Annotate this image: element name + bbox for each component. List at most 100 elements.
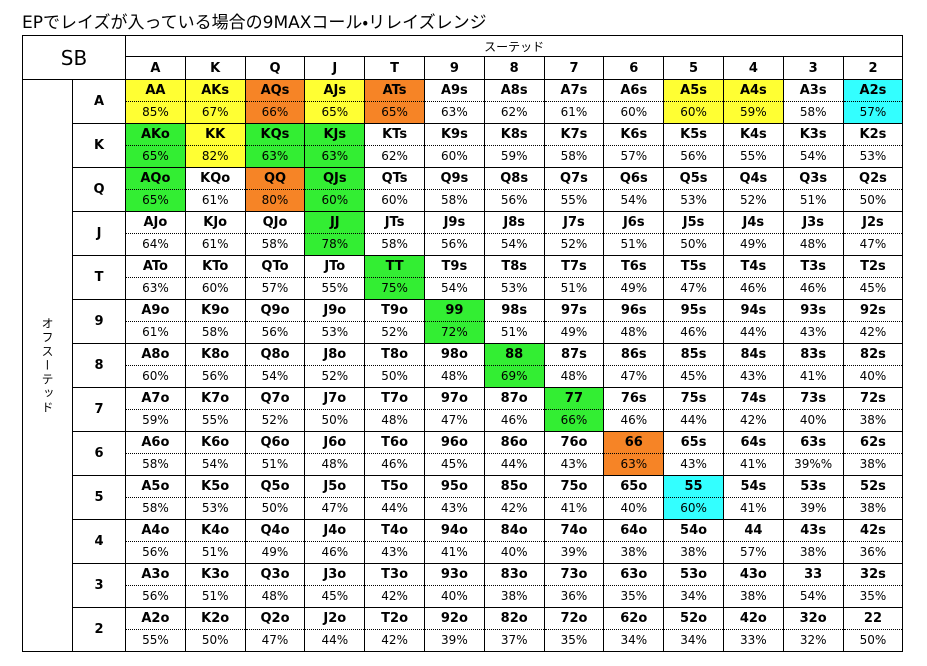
hand-name: 55 (664, 476, 723, 498)
hand-percent: 53% (201, 501, 229, 515)
column-header: 6 (603, 56, 665, 80)
hand-cell: 86s 47% (603, 343, 665, 388)
hand-percent: 85% (142, 105, 169, 119)
column-header: T (364, 56, 425, 80)
hand-name: Q9o (245, 300, 305, 322)
hand-name: J4s (723, 212, 783, 234)
hand-cell: 66 63% (603, 431, 665, 476)
hand-cell: Q8o 54% (244, 343, 306, 388)
hand-cell: K8s 59% (483, 123, 545, 168)
hand-cell: 97o 47% (423, 387, 485, 432)
hand-percent: 42% (381, 589, 408, 603)
hand-name: 92o (424, 608, 484, 630)
hand-name: 74o (544, 520, 604, 542)
hand-percent: 60% (142, 369, 169, 383)
hand-percent: 44% (500, 457, 528, 471)
hand-percent: 54% (799, 149, 827, 163)
hand-percent: 56% (680, 149, 707, 163)
hand-cell: T4s 46% (722, 255, 784, 300)
hand-percent: 50% (381, 369, 408, 383)
hand-name: 73s (783, 388, 843, 410)
hand-percent: 56% (500, 193, 528, 207)
hand-cell: J3s 48% (782, 211, 844, 256)
hand-cell: T5s 47% (663, 255, 724, 300)
hand-cell: K8o 56% (184, 343, 246, 388)
hand-name: K7s (544, 124, 604, 146)
hand-cell: 72s 38% (842, 387, 904, 432)
hand-cell: Q4s 52% (722, 167, 784, 212)
hand-cell: 86o 44% (483, 431, 545, 476)
hand-cell: 52s 38% (842, 475, 904, 520)
hand-cell: JJ 78% (304, 211, 366, 256)
hand-percent: 48% (620, 325, 648, 339)
hand-name: A5o (126, 476, 185, 498)
hand-cell: K4s 55% (722, 123, 784, 168)
hand-cell: J5o 47% (304, 475, 366, 520)
hand-cell: Q4o 49% (244, 519, 306, 564)
hand-percent: 55% (201, 413, 229, 427)
column-header: 9 (423, 56, 485, 80)
hand-cell: Q2o 47% (244, 607, 306, 652)
hand-name: Q8o (245, 344, 305, 366)
hand-name: J5o (305, 476, 365, 498)
hand-name: 64o (604, 520, 664, 542)
hand-cell: 63s 39%% (782, 431, 844, 476)
hand-percent: 59% (142, 413, 169, 427)
row-header: A (72, 79, 126, 124)
hand-name: Q5s (664, 168, 723, 190)
hand-name: Q2s (843, 168, 903, 190)
hand-name: J8s (484, 212, 544, 234)
column-group-label: スーテッド (124, 35, 904, 57)
hand-cell: JTs 58% (364, 211, 425, 256)
hand-cell: 77 66% (543, 387, 605, 432)
hand-cell: Q9o 56% (244, 299, 306, 344)
hand-name: K4s (723, 124, 783, 146)
hand-name: K8s (484, 124, 544, 146)
hand-percent: 46% (500, 413, 528, 427)
hand-percent: 46% (620, 413, 648, 427)
hand-name: T7o (365, 388, 424, 410)
hand-percent: 61% (201, 237, 229, 251)
hand-cell: Q5s 53% (663, 167, 724, 212)
hand-percent: 40% (799, 413, 827, 427)
hand-percent: 38% (859, 413, 887, 427)
hand-percent: 51% (799, 193, 827, 207)
hand-percent: 56% (142, 545, 169, 559)
hand-name: 52s (843, 476, 903, 498)
hand-percent: 45% (859, 281, 887, 295)
hand-name: 66 (604, 432, 664, 454)
hand-cell: 95s 46% (663, 299, 724, 344)
column-header: 4 (722, 56, 784, 80)
hand-cell: T4o 43% (364, 519, 425, 564)
hand-percent: 38% (859, 501, 887, 515)
hand-percent: 60% (680, 105, 707, 119)
hand-name: Q7s (544, 168, 604, 190)
hand-cell: 92s 42% (842, 299, 904, 344)
hand-percent: 54% (261, 369, 289, 383)
hand-name: 98o (424, 344, 484, 366)
hand-name: Q2o (245, 608, 305, 630)
hand-name: T5s (664, 256, 723, 278)
hand-cell: 52o 34% (663, 607, 724, 652)
hand-percent: 48% (799, 237, 827, 251)
row-header: 7 (72, 387, 126, 432)
hand-cell: Q9s 58% (423, 167, 485, 212)
hand-name: A6s (604, 80, 664, 102)
hand-percent: 38% (680, 545, 707, 559)
hand-name: Q5o (245, 476, 305, 498)
hand-name: KJs (305, 124, 365, 146)
hand-percent: 60% (321, 193, 349, 207)
hand-cell: 42o 33% (722, 607, 784, 652)
hand-cell: Q3o 48% (244, 563, 306, 608)
hand-name: A3o (126, 564, 185, 586)
hand-cell: KQo 61% (184, 167, 246, 212)
hand-cell: J9o 53% (304, 299, 366, 344)
hand-name: QJo (245, 212, 305, 234)
hand-name: T2o (365, 608, 424, 630)
row-header: 9 (72, 299, 126, 344)
hand-cell: A9s 63% (423, 79, 485, 124)
hand-percent: 51% (201, 589, 229, 603)
table-row: 7 A7o 59% K7o 55% Q7o 52% J7o 50% T7o 48% 97o 47% 87o… (23, 387, 904, 432)
hand-cell: J4s 49% (722, 211, 784, 256)
